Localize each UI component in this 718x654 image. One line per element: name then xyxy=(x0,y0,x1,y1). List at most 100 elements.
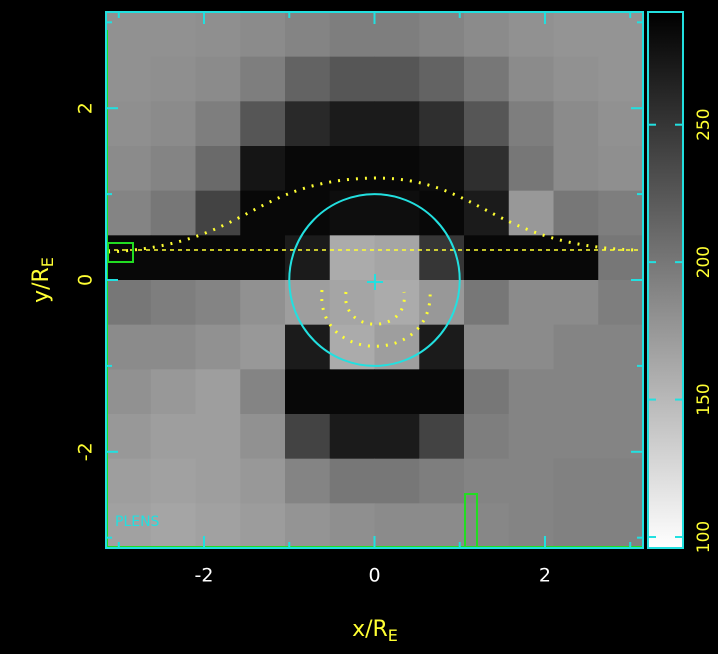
heatmap-cell xyxy=(285,324,331,370)
heatmap-cell xyxy=(419,503,465,549)
heatmap-cell xyxy=(419,369,465,415)
heatmap-cell xyxy=(240,280,286,326)
heatmap-cell xyxy=(195,324,241,370)
heatmap-cell xyxy=(374,235,420,281)
heatmap-cell xyxy=(419,458,465,504)
heatmap-cell xyxy=(464,12,510,58)
heatmap-cell xyxy=(240,458,286,504)
heatmap-cell xyxy=(106,503,152,549)
heatmap-cell xyxy=(240,503,286,549)
heatmap-cell xyxy=(329,414,375,460)
heatmap-cell xyxy=(598,280,644,326)
heatmap-cell xyxy=(106,280,152,326)
heatmap-cell xyxy=(195,280,241,326)
heatmap-cell xyxy=(464,235,510,281)
heatmap-cell xyxy=(240,56,286,102)
heatmap-cell xyxy=(553,235,599,281)
heatmap-cell xyxy=(240,414,286,460)
heatmap-cell xyxy=(329,12,375,58)
heatmap-cell xyxy=(329,458,375,504)
heatmap-cell xyxy=(508,458,554,504)
heatmap-cell xyxy=(195,414,241,460)
heatmap-cell xyxy=(464,458,510,504)
heatmap-cell xyxy=(553,146,599,192)
heatmap-cell xyxy=(106,458,152,504)
heatmap-cell xyxy=(150,235,196,281)
heatmap-cell xyxy=(598,458,644,504)
heatmap-cell xyxy=(419,146,465,192)
heatmap-cell xyxy=(553,369,599,415)
heatmap-cell xyxy=(598,324,644,370)
heatmap-cell xyxy=(598,56,644,102)
heatmap-cell xyxy=(553,101,599,147)
heatmap-cell xyxy=(240,369,286,415)
heatmap-cell xyxy=(553,458,599,504)
heatmap-cell xyxy=(240,235,286,281)
colorbar-tick-label: 200 xyxy=(694,246,714,278)
heatmap-cell xyxy=(508,280,554,326)
heatmap-cell xyxy=(553,503,599,549)
heatmap-cell xyxy=(285,146,331,192)
y-label-main: y/R xyxy=(29,267,54,303)
heatmap-cell xyxy=(285,503,331,549)
heatmap-cell xyxy=(374,101,420,147)
y-tick-label: -2 xyxy=(75,442,97,461)
heatmap-cell xyxy=(374,369,420,415)
heatmap-cell xyxy=(285,369,331,415)
heatmap-cell xyxy=(150,146,196,192)
heatmap-cell xyxy=(374,146,420,192)
x-axis-label: x/RE xyxy=(352,617,398,645)
heatmap-cell xyxy=(106,56,152,102)
heatmap-cell xyxy=(508,503,554,549)
heatmap-cell xyxy=(464,146,510,192)
heatmap-cell xyxy=(553,280,599,326)
heatmap-cell xyxy=(195,146,241,192)
heatmap-cell xyxy=(240,324,286,370)
heatmap-cell xyxy=(419,101,465,147)
heatmap-cell xyxy=(329,190,375,236)
heatmap-cell xyxy=(598,369,644,415)
heatmap-cell xyxy=(374,458,420,504)
heatmap-cell xyxy=(464,190,510,236)
heatmap-cell xyxy=(106,324,152,370)
unit-circle xyxy=(288,193,461,367)
heatmap-cell xyxy=(598,12,644,58)
contour xyxy=(107,176,636,254)
heatmap-cell xyxy=(464,101,510,147)
heatmap-cell xyxy=(553,190,599,236)
heatmap-cell xyxy=(598,235,644,281)
heatmap-cell xyxy=(464,503,510,549)
heatmap-cell xyxy=(150,324,196,370)
heatmap-cell xyxy=(240,101,286,147)
heatmap-cell xyxy=(329,280,375,326)
x-tick-label: -2 xyxy=(195,565,214,587)
x-label-sub: E xyxy=(388,626,398,645)
heatmap-cell xyxy=(553,414,599,460)
colorbar-tick-label: 150 xyxy=(694,383,714,415)
heatmap-cell xyxy=(106,190,152,236)
heatmap-cell xyxy=(553,324,599,370)
center-marker xyxy=(367,274,383,290)
heatmap-cell xyxy=(150,280,196,326)
colorbar-tick-label: 100 xyxy=(694,521,714,553)
heatmap-cell xyxy=(106,12,152,58)
heatmap-cell xyxy=(195,190,241,236)
y-tick-label: 0 xyxy=(75,274,97,286)
heatmap-cell xyxy=(374,12,420,58)
heatmap-cell xyxy=(285,101,331,147)
heatmap-cell xyxy=(106,146,152,192)
heatmap-cell xyxy=(150,503,196,549)
heatmap-cell xyxy=(150,101,196,147)
x-label-main: x/R xyxy=(352,617,388,642)
heatmap-cell xyxy=(150,56,196,102)
heatmap-cell xyxy=(195,56,241,102)
heatmap-cell xyxy=(195,369,241,415)
heatmap-cell xyxy=(285,190,331,236)
heatmap-cell xyxy=(195,101,241,147)
heatmap-cell xyxy=(150,369,196,415)
x-tick-label: 2 xyxy=(539,565,551,587)
heatmap-cell xyxy=(464,280,510,326)
heatmap-cell xyxy=(329,369,375,415)
heatmap-cell xyxy=(508,101,554,147)
